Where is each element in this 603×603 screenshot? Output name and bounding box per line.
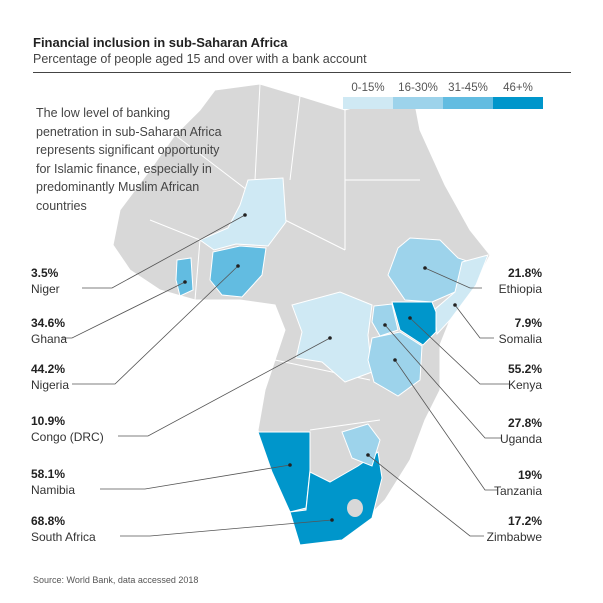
- label-nigeria: 44.2% Nigeria: [31, 362, 70, 392]
- leader-lines: [62, 214, 510, 537]
- leader-zimbabwe: [367, 454, 484, 537]
- leader-uganda: [384, 324, 502, 439]
- country-kenya: [391, 301, 437, 346]
- country-ghana: [175, 257, 194, 297]
- label-kenya: 55.2% Kenya: [507, 362, 542, 392]
- leader-tanzania: [394, 359, 497, 491]
- annotation-text: The low level of banking penetration in …: [36, 106, 222, 213]
- label-zimbabwe: 17.2% Zimbabwe: [486, 514, 542, 544]
- legend-item: 16-30%: [393, 82, 443, 109]
- leader-niger: [82, 214, 246, 289]
- legend-swatch: [393, 97, 443, 109]
- leader-namibia: [100, 464, 291, 490]
- country-somalia: [433, 254, 489, 336]
- label-niger: 3.5% Niger: [31, 266, 60, 296]
- label-uganda: 27.8% Uganda: [499, 416, 542, 446]
- legend: 0-15% 16-30% 31-45% 46+%: [343, 82, 543, 109]
- legend-swatch: [493, 97, 543, 109]
- country-uganda: [371, 303, 399, 337]
- leader-south-africa: [120, 519, 333, 537]
- chart-subtitle: Percentage of people aged 15 and over wi…: [33, 52, 367, 66]
- label-tanzania: 19% Tanzania: [493, 468, 542, 498]
- legend-item: 31-45%: [443, 82, 493, 109]
- leader-dots: [183, 213, 457, 522]
- legend-swatch: [343, 97, 393, 109]
- country-congo: [291, 291, 373, 383]
- legend-item: 0-15%: [343, 82, 393, 109]
- label-somalia: 7.9% Somalia: [498, 316, 542, 346]
- chart-title: Financial inclusion in sub-Saharan Afric…: [33, 35, 288, 50]
- divider: [33, 72, 571, 73]
- country-namibia: [257, 431, 311, 513]
- label-ghana: 34.6% Ghana: [31, 316, 68, 346]
- lesotho: [347, 499, 363, 517]
- leader-congo: [118, 337, 331, 437]
- legend-item: 46+%: [493, 82, 543, 109]
- legend-swatch: [443, 97, 493, 109]
- leader-nigeria: [72, 265, 239, 385]
- source-note: Source: World Bank, data accessed 2018: [33, 575, 199, 585]
- label-ethiopia: 21.8% Ethiopia: [498, 266, 542, 296]
- leader-ghana: [62, 281, 186, 339]
- label-congo: 10.9% Congo (DRC): [31, 414, 104, 444]
- leader-somalia: [454, 304, 494, 339]
- label-namibia: 58.1% Namibia: [31, 467, 76, 497]
- leader-ethiopia: [424, 267, 482, 289]
- country-borders: [149, 83, 420, 431]
- country-niger: [198, 177, 287, 251]
- country-zimbabwe: [341, 423, 381, 467]
- leader-kenya: [409, 317, 510, 385]
- country-nigeria: [209, 245, 267, 298]
- label-south-africa: 68.8% South Africa: [31, 514, 96, 544]
